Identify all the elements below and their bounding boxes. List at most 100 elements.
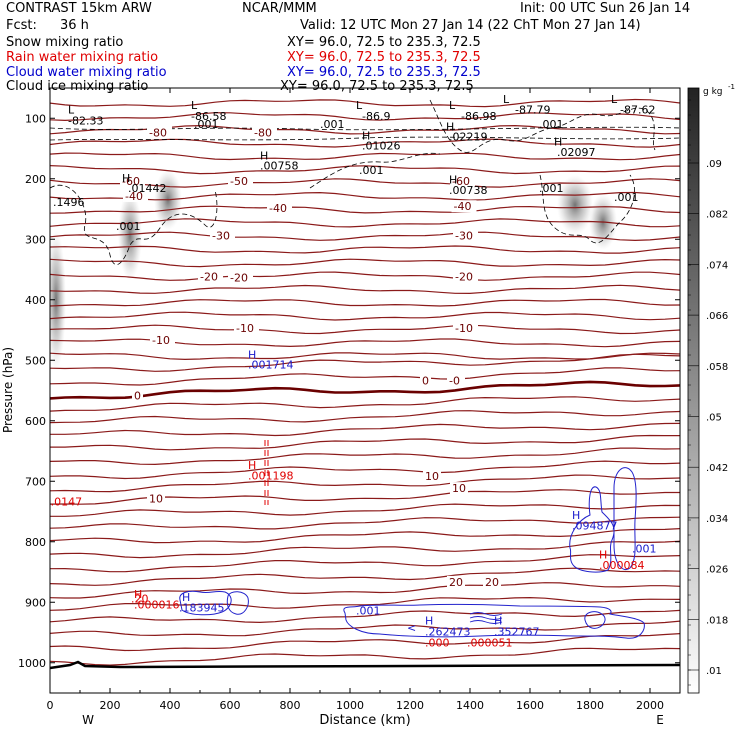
- isotherm-label: -30: [212, 229, 230, 242]
- isotherm-line: [50, 367, 680, 386]
- x-axis-label: Distance (km): [319, 713, 410, 728]
- isotherm-label: 20: [485, 576, 499, 589]
- colorbar-tick-label: .05: [706, 413, 722, 424]
- isotherm-label-bg: [447, 575, 465, 588]
- isotherm-line: [50, 422, 680, 437]
- snow-min-label: -86.9: [362, 110, 390, 123]
- shade-west: [50, 230, 66, 370]
- isotherm-line: [50, 447, 680, 466]
- cloud-contour-group: [179, 440, 645, 639]
- cloud-contour-line: [469, 620, 503, 624]
- isotherm-label-bg: [228, 174, 253, 187]
- isotherm-label-bg: [453, 270, 478, 283]
- isotherm-line: [50, 434, 680, 451]
- isotherm-line: [50, 410, 680, 424]
- isotherm-line: [50, 582, 680, 599]
- rain-max-label: .20: [131, 592, 149, 605]
- ice-contour-group: [50, 99, 680, 265]
- y-tick-label: 400: [25, 294, 46, 307]
- isotherm-line: [50, 165, 680, 175]
- cloud-max-label: H: [425, 615, 433, 628]
- field-xy-cloud: XY= 96.0, 72.5 to 235.3, 72.5: [287, 65, 481, 80]
- isotherm-line: [50, 503, 680, 517]
- colorbar-unit: g kg: [703, 87, 723, 97]
- y-tick-label: 900: [25, 596, 46, 609]
- colorbar-unit-exp: -1: [728, 83, 735, 91]
- isotherm-line: [50, 324, 680, 335]
- ice-max-label: .1496: [53, 196, 85, 209]
- field-xy-ice: XY= 96.0, 72.5 to 235.3, 72.5: [280, 79, 474, 94]
- x-tick-label: 1000: [336, 699, 364, 712]
- cloud-max-label: .183945: [179, 601, 225, 614]
- cloud-max-label: <: [407, 621, 416, 634]
- x-tick-label: 1800: [576, 699, 604, 712]
- isotherm-label: 0: [422, 374, 429, 387]
- isotherm-line: [50, 609, 680, 624]
- ice-contour-line: [50, 136, 680, 141]
- ice-contour-line: [309, 152, 441, 189]
- isotherm-line: [50, 633, 680, 652]
- colorbar-ticks: .01 .018 .026 .034 .042 .05 .058 .066 .074 .082 .0…: [688, 99, 728, 686]
- rain-max-label: H: [599, 549, 607, 562]
- ice-max-label: .01026: [362, 140, 401, 153]
- isotherm-line: [50, 338, 680, 348]
- isotherm-line: [50, 554, 680, 573]
- isotherm-line: [50, 516, 680, 530]
- isotherm-label-bg: [150, 333, 175, 346]
- isotherm-label-bg: [267, 202, 292, 215]
- label-group: -80 -80 -60 -50 -40 -40 -30 -30 -60 -40 -20 -20 -20 -…: [51, 93, 657, 649]
- isotherm-line: [50, 311, 680, 321]
- ice-max-label: H: [446, 120, 454, 133]
- isotherm-line: [50, 528, 680, 544]
- colorbar-tick-label: .09: [706, 159, 722, 170]
- ice-contour-label: .001: [116, 220, 141, 233]
- cloud-contour-line: [569, 486, 615, 573]
- isotherm-label: -40: [125, 190, 143, 203]
- rain-max-label: H: [248, 459, 256, 472]
- isotherm-label-bg: [423, 470, 441, 483]
- y-axis-label: Pressure (hPa): [1, 347, 15, 433]
- x-tick-label: 200: [100, 699, 121, 712]
- forecast-value: 36 h: [60, 18, 89, 33]
- isotherm-label: -20: [455, 270, 473, 283]
- field-xy-rain: XY= 96.0, 72.5 to 235.3, 72.5: [287, 50, 481, 65]
- ice-contour-label: .001: [539, 118, 564, 131]
- isotherm-label: 10: [452, 482, 466, 495]
- y-tick-label: 700: [25, 475, 46, 488]
- rain-contour-line: [264, 440, 269, 505]
- isotherm-line: [50, 352, 680, 361]
- ice-max-label: .02097: [557, 146, 596, 159]
- snow-min-label: L: [449, 99, 456, 112]
- ice-contour-label: .001: [359, 164, 384, 177]
- snow-min-label: -87.62: [620, 103, 655, 116]
- isotherm-label: -80: [149, 126, 167, 139]
- ice-contour-line: [429, 99, 656, 153]
- isotherm-line: [50, 298, 680, 307]
- colorbar: [687, 87, 700, 694]
- init-time: Init: 00 UTC Sun 26 Jan 14: [520, 1, 691, 16]
- isotherm-label-bg: [198, 270, 223, 283]
- isotherm-line: [50, 245, 680, 254]
- isotherm-line: [50, 152, 680, 161]
- isotherm-label: -10: [455, 322, 473, 335]
- isotherm-label-bg: [234, 321, 259, 334]
- isotherm-line: [50, 620, 680, 637]
- isotherm-label-bg: [147, 126, 172, 139]
- snow-min-label: -82.33: [68, 114, 103, 127]
- x-tick-label: 1200: [396, 699, 424, 712]
- colorbar-tick-label: .074: [706, 260, 728, 271]
- isotherm-line: [50, 178, 680, 188]
- ice-contour-line: [50, 126, 680, 131]
- isotherm-line: [50, 231, 680, 242]
- terrain-line: [49, 660, 681, 670]
- rain-max-label: H: [134, 588, 142, 601]
- cloud-max-label: .001: [632, 543, 657, 556]
- isotherm-label: -40: [269, 202, 287, 215]
- x-tick-label: 400: [160, 699, 181, 712]
- ice-contour-line: [50, 185, 218, 265]
- isotherm-label: -60: [452, 175, 470, 188]
- cloud-contour-line: [613, 467, 637, 570]
- snow-min-label: L: [191, 99, 198, 112]
- x-tick-label: 1600: [516, 699, 544, 712]
